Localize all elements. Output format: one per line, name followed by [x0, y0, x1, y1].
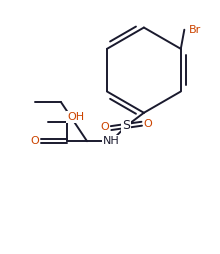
Text: NH: NH [103, 136, 119, 146]
Text: Br: Br [189, 25, 201, 35]
Text: O: O [31, 136, 39, 146]
Text: O: O [101, 122, 109, 132]
Text: OH: OH [67, 112, 84, 122]
Text: S: S [122, 119, 130, 132]
Text: O: O [143, 119, 152, 129]
